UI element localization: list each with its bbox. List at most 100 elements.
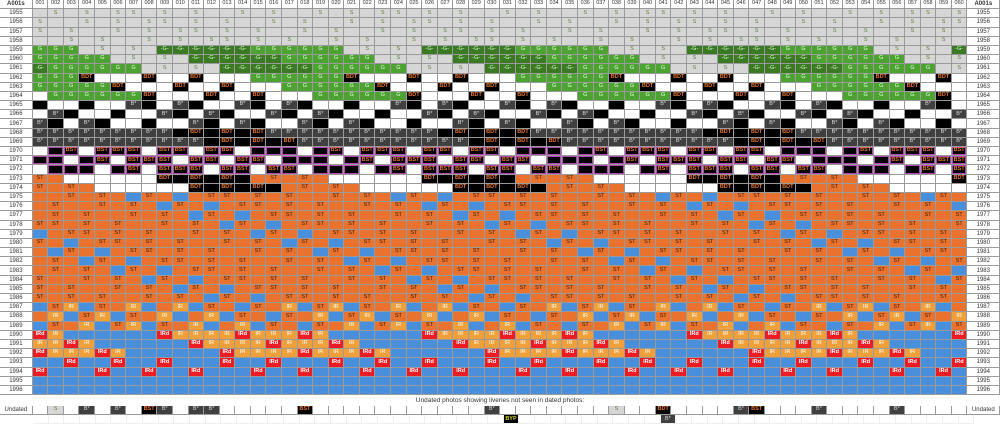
- livery-cell: ST: [593, 183, 610, 193]
- livery-cell: ST: [920, 211, 937, 221]
- livery-cell: B*: [48, 128, 64, 138]
- livery-cell: [733, 137, 750, 147]
- livery-cell: [842, 385, 859, 396]
- livery-cell: S: [188, 27, 205, 37]
- livery-cell: BDT: [110, 82, 127, 92]
- livery-cell: [375, 294, 392, 304]
- livery-cell: [702, 192, 719, 203]
- livery-cell: [858, 330, 874, 340]
- livery-cell: IRd: [764, 330, 781, 340]
- livery-cell: [250, 294, 267, 304]
- livery-cell: G: [905, 91, 921, 102]
- livery-cell: [889, 27, 906, 37]
- livery-cell: ST: [79, 275, 96, 285]
- livery-cell: [219, 312, 236, 322]
- livery-cell: [500, 36, 516, 46]
- livery-cell: ST: [546, 211, 563, 221]
- livery-cell: [188, 294, 205, 304]
- livery-cell: G: [842, 91, 859, 102]
- livery-cell: [671, 202, 688, 212]
- livery-cell: BST: [250, 156, 267, 166]
- livery-cell: S: [702, 27, 719, 37]
- livery-cell: [328, 266, 345, 276]
- livery-cell: [391, 18, 407, 28]
- livery-cell: [562, 358, 578, 368]
- livery-cell: [79, 165, 96, 175]
- livery-cell: [780, 165, 797, 175]
- livery-cell: ST: [437, 238, 454, 249]
- livery-cell: ST: [391, 312, 407, 322]
- livery-cell: BST: [406, 156, 423, 166]
- livery-cell: [375, 312, 392, 322]
- livery-cell: [359, 330, 376, 340]
- livery-cell: ST: [655, 202, 672, 212]
- livery-cell: [671, 110, 688, 120]
- livery-cell: [453, 385, 469, 396]
- livery-cell: S: [936, 36, 952, 46]
- livery-cell: S: [842, 9, 859, 19]
- livery-cell: ST: [671, 229, 688, 239]
- livery-cell: [79, 385, 96, 396]
- livery-cell: ST: [842, 303, 859, 313]
- livery-cell: -G-: [733, 55, 750, 65]
- livery-cell: [422, 376, 438, 386]
- livery-cell: S: [951, 18, 968, 28]
- livery-cell: [422, 385, 438, 396]
- livery-cell: [733, 183, 750, 193]
- livery-cell: [204, 119, 220, 129]
- livery-cell: [577, 248, 594, 258]
- livery-cell: [250, 321, 267, 331]
- livery-cell: [391, 349, 407, 359]
- livery-cell: [235, 192, 251, 203]
- livery-cell: [422, 91, 438, 102]
- livery-cell: B*: [422, 137, 438, 147]
- livery-cell: S: [531, 9, 547, 19]
- livery-cell: ST: [515, 238, 532, 249]
- year-label: 1970: [0, 147, 33, 157]
- livery-cell: S: [936, 18, 952, 28]
- livery-cell: BDT: [453, 73, 469, 83]
- livery-cell: [655, 73, 672, 83]
- livery-cell: [562, 257, 578, 267]
- livery-cell: [219, 9, 236, 19]
- year-label-right: 1974: [967, 183, 1000, 193]
- undated-cell: [531, 406, 547, 416]
- livery-cell: ST: [95, 294, 111, 304]
- livery-cell: BDT: [609, 73, 625, 83]
- livery-cell: [655, 229, 672, 239]
- livery-cell: BST: [468, 156, 485, 166]
- livery-cell: [48, 174, 64, 184]
- livery-cell: IR: [313, 349, 329, 359]
- livery-cell: IR: [468, 339, 485, 350]
- livery-cell: ST: [811, 211, 828, 221]
- livery-cell: [282, 174, 298, 184]
- livery-cell: [32, 385, 49, 396]
- livery-cell: ST: [297, 294, 314, 304]
- livery-cell: [126, 183, 142, 193]
- livery-cell: [780, 147, 797, 157]
- livery-cell: S: [655, 9, 672, 19]
- undated-cell: [864, 415, 881, 424]
- livery-cell: IRd: [359, 349, 376, 359]
- year-label-right: 1960: [967, 55, 1000, 65]
- livery-cell: ST: [110, 229, 127, 239]
- livery-cell: [811, 321, 828, 331]
- livery-cell: [640, 202, 656, 212]
- header-row: A001s 001 002 003 004 005 006 007 008 009 010 011 01…: [0, 0, 1000, 10]
- livery-cell: S: [655, 55, 672, 65]
- livery-cell: [95, 248, 111, 258]
- livery-cell: [624, 330, 641, 340]
- livery-cell: G: [811, 55, 828, 65]
- livery-cell: [671, 183, 688, 193]
- livery-cell: [500, 147, 516, 157]
- livery-cell: IR: [204, 339, 220, 350]
- livery-cell: [640, 330, 656, 340]
- livery-cell: [671, 64, 688, 74]
- undated-cell: [32, 406, 49, 416]
- livery-cell: [344, 367, 360, 377]
- column-header: 011: [188, 0, 205, 10]
- livery-cell: [655, 183, 672, 193]
- livery-cell: ST: [188, 284, 205, 294]
- livery-cell: S: [188, 9, 205, 19]
- livery-cell: [640, 55, 656, 65]
